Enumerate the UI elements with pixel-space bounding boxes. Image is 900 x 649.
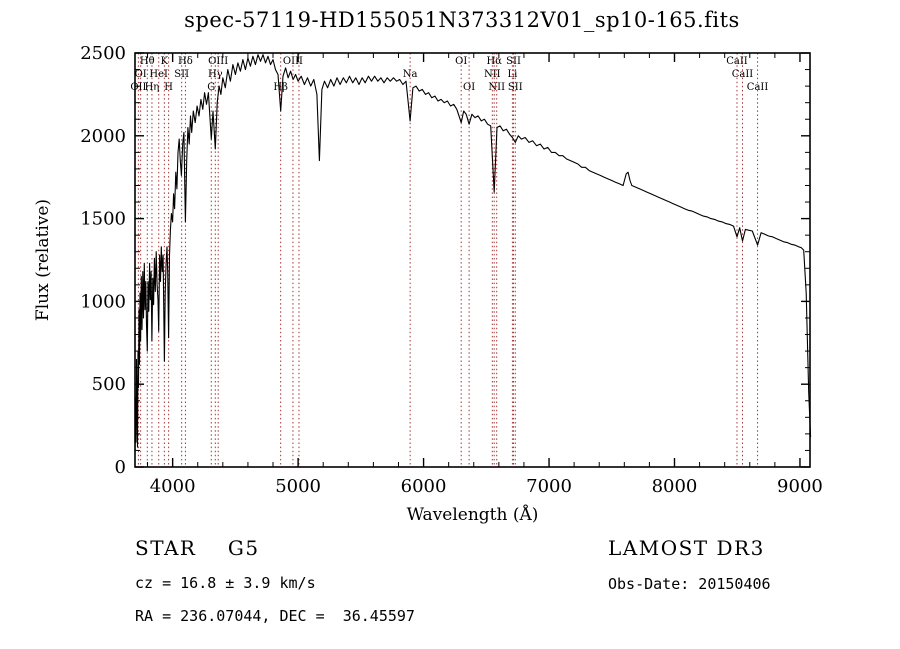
- spectral-line-label: K: [161, 56, 169, 67]
- spectral-line-label: CaII: [726, 56, 748, 67]
- spectral-line-label: SII: [508, 82, 523, 93]
- spectral-line-label: Na: [403, 69, 418, 80]
- spectral-line-label: CaII: [732, 69, 754, 80]
- spectral-line-label: H: [164, 82, 173, 93]
- y-tick-label: 1500: [80, 209, 126, 230]
- spectral-line-label: OI: [455, 56, 467, 67]
- flux-curve: [134, 54, 812, 454]
- radial-velocity-text: cz = 16.8 ± 3.9 km/s: [135, 574, 316, 592]
- spectral-line-label: Hα: [486, 56, 502, 67]
- obs-date-text: Obs-Date: 20150406: [608, 575, 771, 593]
- x-tick-label: 9000: [777, 476, 823, 497]
- x-tick-label: 7000: [526, 476, 572, 497]
- ra-dec-text: RA = 236.07044, DEC = 36.45597: [135, 607, 415, 625]
- survey-release-label: LAMOST DR3: [608, 536, 765, 560]
- spectral-line-label: NII: [484, 69, 501, 80]
- spectral-line-label: Hδ: [178, 56, 193, 67]
- spectral-line-label: Hβ: [273, 82, 288, 93]
- y-tick-label: 2000: [80, 126, 126, 147]
- spectral-line-label: CaII: [747, 82, 769, 93]
- y-tick-label: 1000: [80, 291, 126, 312]
- x-tick-label: 6000: [401, 476, 447, 497]
- x-axis-title: Wavelength (Å): [407, 504, 539, 525]
- y-tick-label: 500: [92, 374, 126, 395]
- spectral-line-label: Hη: [145, 82, 160, 93]
- spectral-line-label: HeI: [149, 69, 168, 80]
- spectral-line-label: OII: [130, 82, 146, 93]
- plot-title: spec-57119-HD155051N373312V01_sp10-165.f…: [184, 8, 740, 32]
- spectral-line-label: Hθ: [140, 56, 155, 67]
- spectral-line-label: OI: [463, 82, 475, 93]
- plot-frame: [134, 52, 811, 468]
- spectral-line-label: SII: [506, 56, 521, 67]
- y-tick-label: 2500: [80, 43, 126, 64]
- spectral-line-label: OIII: [283, 56, 303, 67]
- spectral-line-label: G: [207, 82, 215, 93]
- spectral-line-label: SII: [174, 69, 189, 80]
- spectral-line-label: OIII: [208, 56, 228, 67]
- spectral-line-label: OI: [135, 69, 147, 80]
- x-tick-label: 4000: [150, 476, 196, 497]
- spectral-line-label: NII: [488, 82, 505, 93]
- x-tick-label: 8000: [652, 476, 698, 497]
- y-tick-label: 0: [115, 457, 126, 478]
- x-tick-label: 5000: [275, 476, 321, 497]
- object-class-label: STAR G5: [135, 536, 260, 560]
- y-axis-title: Flux (relative): [33, 199, 53, 321]
- spectral-line-label: Li: [507, 69, 517, 80]
- spectral-line-label: Hγ: [208, 69, 223, 80]
